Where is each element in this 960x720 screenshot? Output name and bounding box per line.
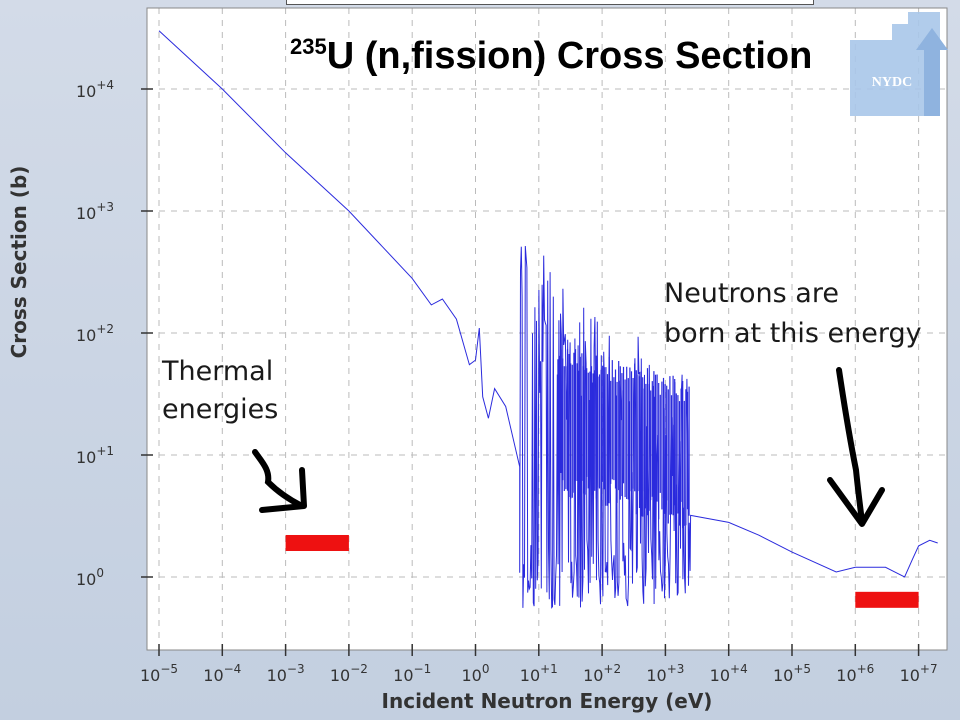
x-tick-label: 10+2 [583,662,621,685]
x-tick-label: 10−3 [267,662,305,685]
x-axis-label: Incident Neutron Energy (eV) [382,689,713,713]
x-tick-label: 10−4 [203,662,241,685]
annotation-born-line2: born at this energy [664,318,922,349]
thermal-bar [285,534,349,551]
title-superscript: 235 [290,34,327,59]
fast-bar [855,591,919,608]
y-tick-label: 10+1 [76,444,114,467]
y-tick-label: 10+2 [76,322,114,345]
x-tick-label: 10+5 [773,662,811,685]
x-tick-labels: 10−5 10−4 10−3 10−2 10−1 100 10+1 10+2 10+3 10+4 1… [140,662,938,685]
plot-frame [146,7,948,651]
annotation-thermal: Thermal energies [161,356,307,513]
arrow-up-icon [916,28,948,116]
x-tick-label: 100 [462,662,490,685]
born-arrow-icon [836,367,865,525]
thermal-arrowhead-icon [259,467,307,513]
resonance-spikes [557,349,690,529]
x-tick-label: 10+6 [836,662,874,685]
y-tick-label: 10+4 [76,78,114,101]
axis-ticks [141,88,920,656]
x-tick-label: 10+7 [900,662,938,685]
energy-markers [285,534,919,608]
y-tick-label: 100 [76,566,104,589]
thermal-arrow-icon [252,449,305,509]
annotation-born: Neutrons are born at this energy [664,278,922,527]
x-tick-label: 10−5 [140,662,178,685]
x-tick-label: 10−1 [393,662,431,685]
y-tick-labels: 100 10+1 10+2 10+3 10+4 [76,78,114,589]
x-tick-label: 10−2 [330,662,368,685]
y-axis-label: Cross Section (b) [7,166,31,359]
born-arrowhead-icon [827,477,885,527]
top-bar [286,0,814,5]
watermark-logo: NYDC [850,12,948,116]
annotation-thermal-line2: energies [162,394,278,425]
x-tick-label: 10+1 [520,662,558,685]
annotation-born-line1: Neutrons are [664,278,839,309]
x-tick-label: 10+4 [710,662,748,685]
annotation-thermal-line1: Thermal [161,356,273,387]
watermark-text: NYDC [872,75,912,90]
x-tick-label: 10+3 [646,662,684,685]
y-tick-label: 10+3 [76,200,114,223]
chart-title: 235U (n,fission) Cross Section [290,34,812,77]
house-icon [850,12,940,116]
title-main: U (n,fission) Cross Section [327,35,813,77]
